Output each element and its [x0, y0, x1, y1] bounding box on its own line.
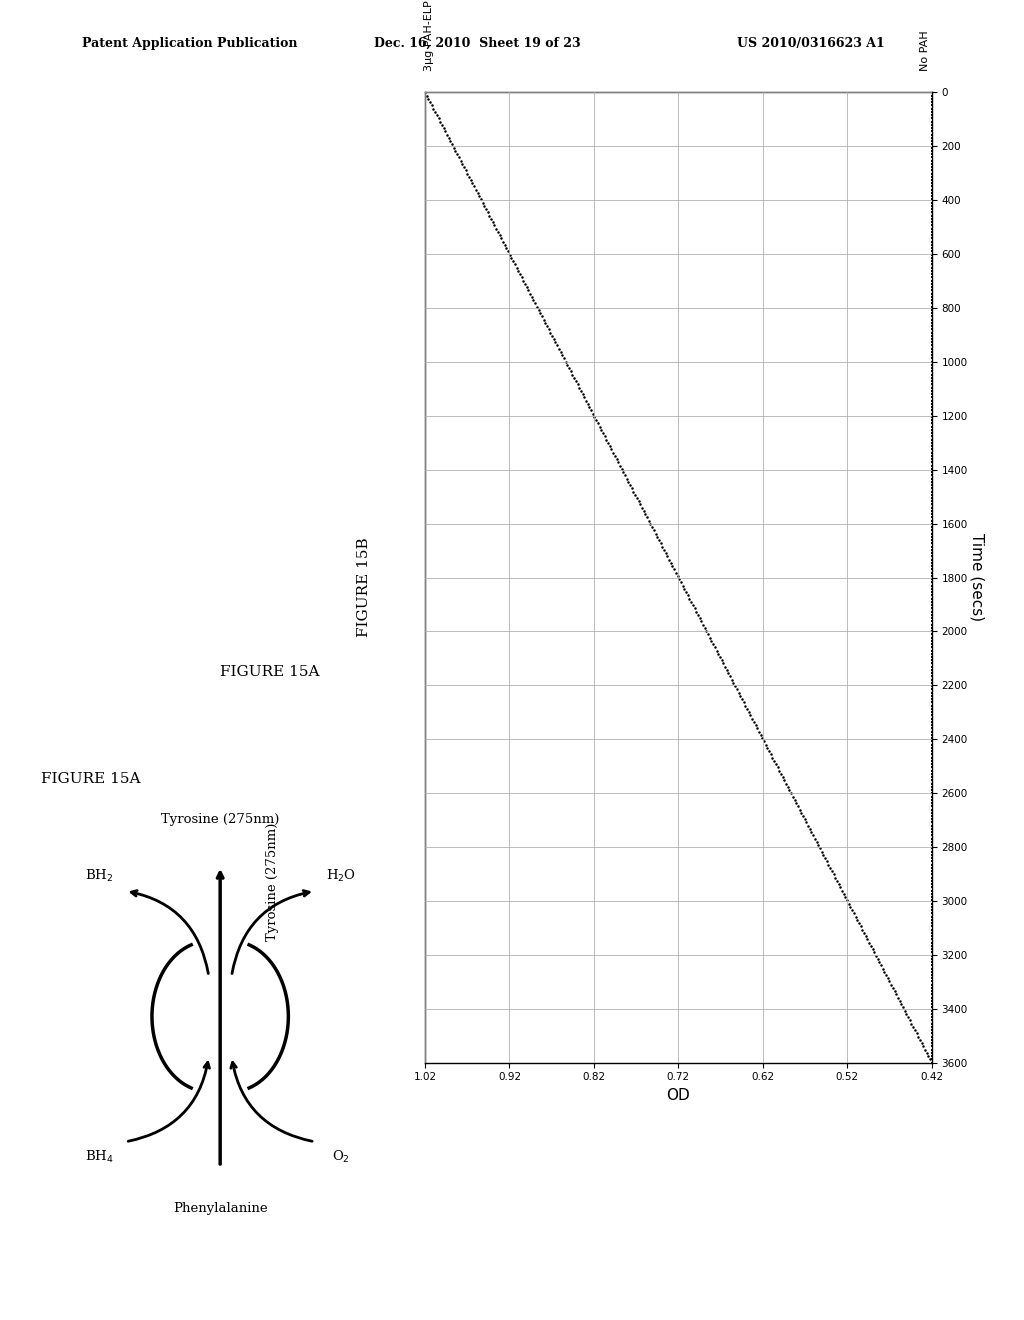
- Y-axis label: Time (secs): Time (secs): [970, 533, 984, 622]
- Text: Tyrosine (275nm): Tyrosine (275nm): [161, 813, 280, 826]
- Text: O$_2$: O$_2$: [333, 1148, 350, 1164]
- Text: Dec. 16, 2010  Sheet 19 of 23: Dec. 16, 2010 Sheet 19 of 23: [374, 37, 581, 50]
- Text: FIGURE 15A: FIGURE 15A: [41, 772, 140, 787]
- Text: Tyrosine (275nm): Tyrosine (275nm): [265, 822, 279, 941]
- Text: H$_2$O: H$_2$O: [327, 869, 356, 884]
- Text: BH$_4$: BH$_4$: [85, 1148, 114, 1164]
- Text: Phenylalanine: Phenylalanine: [173, 1203, 267, 1214]
- X-axis label: OD: OD: [667, 1088, 690, 1104]
- Text: No PAH: No PAH: [921, 30, 930, 71]
- Text: 3μg PAH-ELP: 3μg PAH-ELP: [424, 0, 434, 71]
- Text: Patent Application Publication: Patent Application Publication: [82, 37, 297, 50]
- Text: FIGURE 15A: FIGURE 15A: [220, 665, 319, 680]
- Text: BH$_2$: BH$_2$: [85, 869, 113, 884]
- Text: FIGURE 15B: FIGURE 15B: [356, 537, 371, 638]
- Text: US 2010/0316623 A1: US 2010/0316623 A1: [737, 37, 885, 50]
